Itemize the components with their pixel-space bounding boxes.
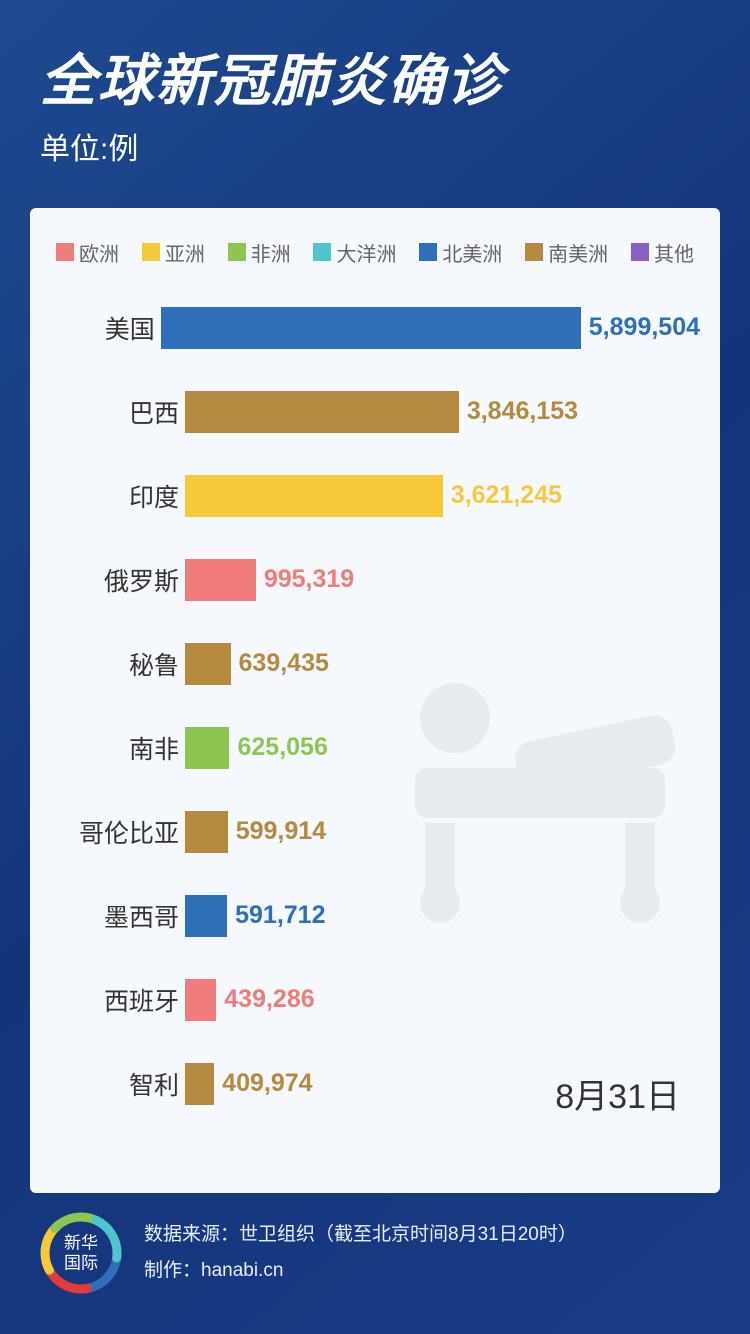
bar-value: 3,846,153	[467, 397, 578, 426]
legend-item: 非洲	[228, 238, 291, 267]
unit-subtitle: 单位:例	[40, 124, 710, 168]
header: 全球新冠肺炎确诊 单位:例	[0, 0, 750, 188]
bar-fill	[185, 979, 216, 1021]
bar-fill	[185, 727, 229, 769]
bar-row: 西班牙 439,286	[50, 979, 700, 1021]
legend-color-box	[419, 243, 437, 261]
logo-text: 新华国际	[64, 1233, 98, 1272]
bar-track: 5,899,504	[161, 307, 700, 349]
legend-label: 其他	[654, 238, 694, 267]
bar-row: 巴西 3,846,153	[50, 391, 700, 433]
date-label: 8月31日	[555, 1069, 680, 1118]
bar-label: 秘鲁	[50, 646, 185, 682]
bar-label: 印度	[50, 478, 185, 514]
bar-label: 美国	[50, 310, 161, 346]
bar-value: 3,621,245	[451, 481, 562, 510]
bar-track: 639,435	[185, 643, 700, 685]
bar-value: 639,435	[239, 649, 329, 678]
bars-container: 美国 5,899,504 巴西 3,846,153 印度 3,621,245 俄罗斯 995,…	[50, 307, 700, 1105]
bar-fill	[185, 391, 459, 433]
bar-track: 599,914	[185, 811, 700, 853]
footer-lines: 数据来源：世卫组织（截至北京时间8月31日20时） 制作：hanabi.cn	[144, 1217, 577, 1289]
legend-color-box	[142, 243, 160, 261]
bar-label: 哥伦比亚	[50, 814, 185, 850]
bar-fill	[185, 811, 228, 853]
bar-track: 591,712	[185, 895, 700, 937]
bar-track: 439,286	[185, 979, 700, 1021]
bar-row: 哥伦比亚 599,914	[50, 811, 700, 853]
legend-label: 大洋洲	[336, 238, 396, 267]
legend-color-box	[631, 243, 649, 261]
bar-value: 625,056	[237, 733, 327, 762]
bar-row: 印度 3,621,245	[50, 475, 700, 517]
logo: 新华国际	[40, 1212, 122, 1294]
legend-item: 北美洲	[419, 238, 502, 267]
bar-fill	[185, 559, 256, 601]
legend-item: 欧洲	[56, 238, 119, 267]
legend-label: 北美洲	[442, 238, 502, 267]
bar-row: 秘鲁 639,435	[50, 643, 700, 685]
bar-value: 5,899,504	[589, 313, 700, 342]
bar-row: 墨西哥 591,712	[50, 895, 700, 937]
page-title: 全球新冠肺炎确诊	[40, 50, 710, 112]
legend-label: 亚洲	[165, 238, 205, 267]
legend-item: 南美洲	[525, 238, 608, 267]
bar-fill	[185, 643, 231, 685]
chart-card: 欧洲 亚洲 非洲 大洋洲 北美洲 南美洲 其他 美国 5,899,504 巴西 3,846,153…	[30, 208, 720, 1193]
legend-color-box	[525, 243, 543, 261]
legend-color-box	[313, 243, 331, 261]
bar-track: 3,621,245	[185, 475, 700, 517]
bar-label: 南非	[50, 730, 185, 766]
bar-value: 409,974	[222, 1069, 312, 1098]
bar-fill	[185, 1063, 214, 1105]
bar-value: 591,712	[235, 901, 325, 930]
legend-item: 其他	[631, 238, 694, 267]
legend-item: 亚洲	[142, 238, 205, 267]
legend-item: 大洋洲	[313, 238, 396, 267]
bar-row: 美国 5,899,504	[50, 307, 700, 349]
bar-track: 3,846,153	[185, 391, 700, 433]
bar-label: 墨西哥	[50, 898, 185, 934]
bar-track: 995,319	[185, 559, 700, 601]
bar-label: 西班牙	[50, 982, 185, 1018]
bar-fill	[185, 475, 443, 517]
bar-value: 599,914	[236, 817, 326, 846]
bar-value: 439,286	[224, 985, 314, 1014]
bar-label: 智利	[50, 1066, 185, 1102]
bar-row: 南非 625,056	[50, 727, 700, 769]
bar-fill	[185, 895, 227, 937]
footer: 新华国际 数据来源：世卫组织（截至北京时间8月31日20时） 制作：hanabi…	[40, 1212, 710, 1294]
source-line: 数据来源：世卫组织（截至北京时间8月31日20时）	[144, 1217, 577, 1253]
legend: 欧洲 亚洲 非洲 大洋洲 北美洲 南美洲 其他	[50, 238, 700, 267]
legend-label: 欧洲	[79, 238, 119, 267]
legend-color-box	[228, 243, 246, 261]
bar-row: 俄罗斯 995,319	[50, 559, 700, 601]
bar-value: 995,319	[264, 565, 354, 594]
bar-track: 625,056	[185, 727, 700, 769]
credit-line: 制作：hanabi.cn	[144, 1253, 577, 1289]
legend-label: 非洲	[251, 238, 291, 267]
bar-label: 俄罗斯	[50, 562, 185, 598]
bar-label: 巴西	[50, 394, 185, 430]
legend-color-box	[56, 243, 74, 261]
legend-label: 南美洲	[548, 238, 608, 267]
bar-fill	[161, 307, 581, 349]
